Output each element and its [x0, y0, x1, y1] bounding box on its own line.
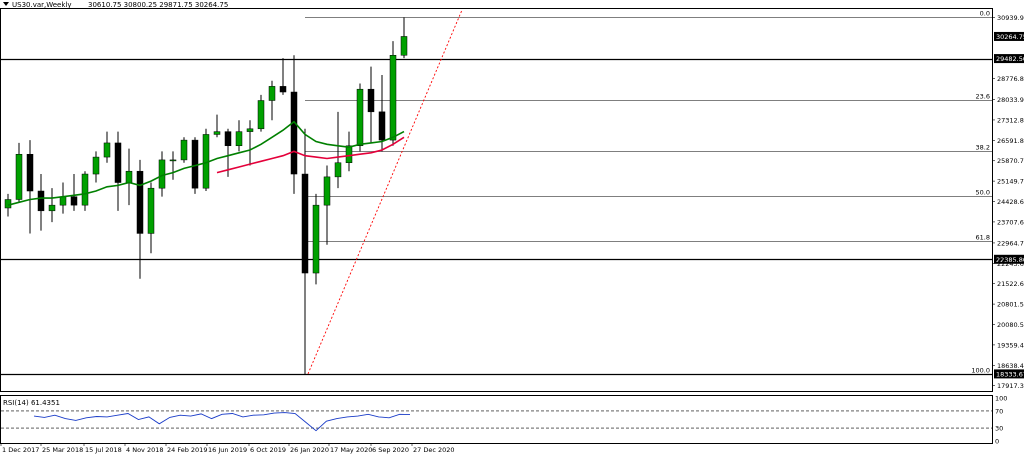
candle: [334, 111, 342, 189]
candle: [389, 41, 397, 146]
x-tick-label: 1 Dec 2017: [2, 446, 39, 454]
fib-level-label: 61.8: [976, 234, 990, 242]
fib-level-label: 0.0: [980, 10, 990, 18]
candle: [169, 151, 177, 180]
x-tick-label: 25 Mar 2018: [42, 446, 83, 454]
y-tick-label: 20801.55: [997, 301, 1024, 309]
price-tag-bg: [994, 31, 1024, 41]
trend-line[interactable]: [307, 9, 463, 375]
price-panel-frame: [0, 8, 993, 392]
candle: [114, 131, 122, 211]
y-tick-label: 24428.65: [997, 198, 1024, 206]
candle: [378, 75, 386, 152]
rsi-level-label: 100: [995, 395, 1007, 403]
x-tick-label: 17 May 2020: [330, 446, 372, 454]
rsi-label: RSI(14) 61.4351: [3, 399, 60, 407]
candle: [202, 128, 210, 192]
fib-level-label: 50.0: [976, 189, 990, 197]
y-tick-label: 22243.65: [997, 260, 1024, 268]
candlesticks: [4, 17, 408, 375]
price-tag-bg: [994, 369, 1024, 379]
candle: [26, 140, 34, 234]
candle: [246, 120, 254, 166]
candle: [400, 17, 408, 59]
rsi-level-label: 70: [995, 407, 1003, 415]
price-tag-bg: [994, 254, 1024, 264]
time-axis[interactable]: 1 Dec 2017 25 Mar 2018 15 Jul 2018 4 Nov 20…: [0, 443, 455, 454]
x-tick-label: 4 Nov 2018: [126, 446, 164, 454]
candle: [257, 94, 265, 132]
rsi-level-label: 30: [995, 425, 1003, 433]
candle: [367, 66, 375, 143]
x-tick-label: 6 Sep 2020: [372, 446, 409, 454]
x-tick-label: 26 Jan 2020: [290, 446, 329, 454]
price-tag-bg: [994, 54, 1024, 64]
rsi-line: [33, 412, 411, 432]
y-tick-label: 27312.85: [997, 116, 1024, 124]
candle: [356, 83, 364, 152]
y-tick-label: 25149.70: [997, 178, 1024, 186]
moving-averages: [7, 120, 405, 206]
y-tick-label: 26591.80: [997, 137, 1024, 145]
y-tick-label: 28776.80: [997, 75, 1024, 83]
candle: [312, 193, 320, 285]
fib-level-label: 38.2: [976, 144, 990, 152]
y-tick-label: 18638.40: [997, 362, 1024, 370]
y-tick-label: 28033.90: [997, 96, 1024, 104]
x-tick-label: 16 Jun 2019: [208, 446, 247, 454]
moving-average-red: [216, 136, 405, 174]
candle: [180, 137, 188, 163]
price-tag-label: 29482.50: [996, 55, 1024, 63]
ohlc-label: 30610.75 30800.25 29871.75 30264.75: [88, 1, 228, 9]
symbol-label: US30.var,Weekly: [12, 1, 72, 9]
x-tick-label: 24 Feb 2019: [167, 446, 207, 454]
candle: [235, 120, 243, 152]
y-tick-label: 20080.50: [997, 321, 1024, 329]
rsi-indicator: RSI(14) 61.4351 100 70 30 0: [1, 395, 1007, 446]
candle: [268, 80, 276, 121]
candle: [323, 165, 331, 245]
candle: [103, 131, 111, 163]
candle: [213, 114, 221, 138]
horizontal-levels[interactable]: [1, 58, 992, 376]
price-tag-label: 30264.75: [996, 33, 1024, 41]
dropdown-triangle-icon[interactable]: [3, 2, 9, 6]
x-tick-label: 6 Oct 2019: [250, 446, 286, 454]
y-tick-label: 23707.60: [997, 218, 1024, 226]
fib-level-label: 23.6: [976, 93, 990, 101]
y-tick-label: 30939.95: [997, 14, 1024, 22]
candle: [147, 182, 155, 254]
fib-level-label: 100.0: [971, 367, 990, 375]
candle: [48, 188, 56, 223]
y-tick-label: 22964.70: [997, 239, 1024, 247]
candle: [224, 128, 232, 177]
y-tick-label: 17917.35: [997, 382, 1024, 390]
candle: [290, 55, 298, 194]
x-tick-label: 15 Jul 2018: [85, 446, 122, 454]
moving-average-green: [7, 120, 405, 206]
candle: [301, 128, 309, 375]
candle: [345, 131, 353, 172]
candle: [15, 142, 23, 203]
candle: [70, 174, 78, 211]
rsi-level-label: 0: [995, 438, 999, 446]
price-tag-label: 22385.80: [996, 256, 1024, 264]
y-tick-label: 25870.75: [997, 157, 1024, 165]
candle: [279, 58, 287, 95]
y-tick-label: 19359.45: [997, 341, 1024, 349]
candle: [92, 151, 100, 183]
rsi-panel-frame: [0, 395, 993, 444]
candle: [136, 159, 144, 279]
price-axis[interactable]: 30939.95 30264.75 29482.50 28776.80 28033.90…: [992, 14, 1024, 390]
x-tick-label: 27 Dec 2020: [413, 446, 455, 454]
y-tick-label: 21522.60: [997, 280, 1024, 288]
candle: [37, 174, 45, 231]
fibonacci-trend-line[interactable]: [307, 9, 463, 375]
candle: [81, 171, 89, 211]
price-tag-label: 18333.67: [996, 370, 1024, 378]
